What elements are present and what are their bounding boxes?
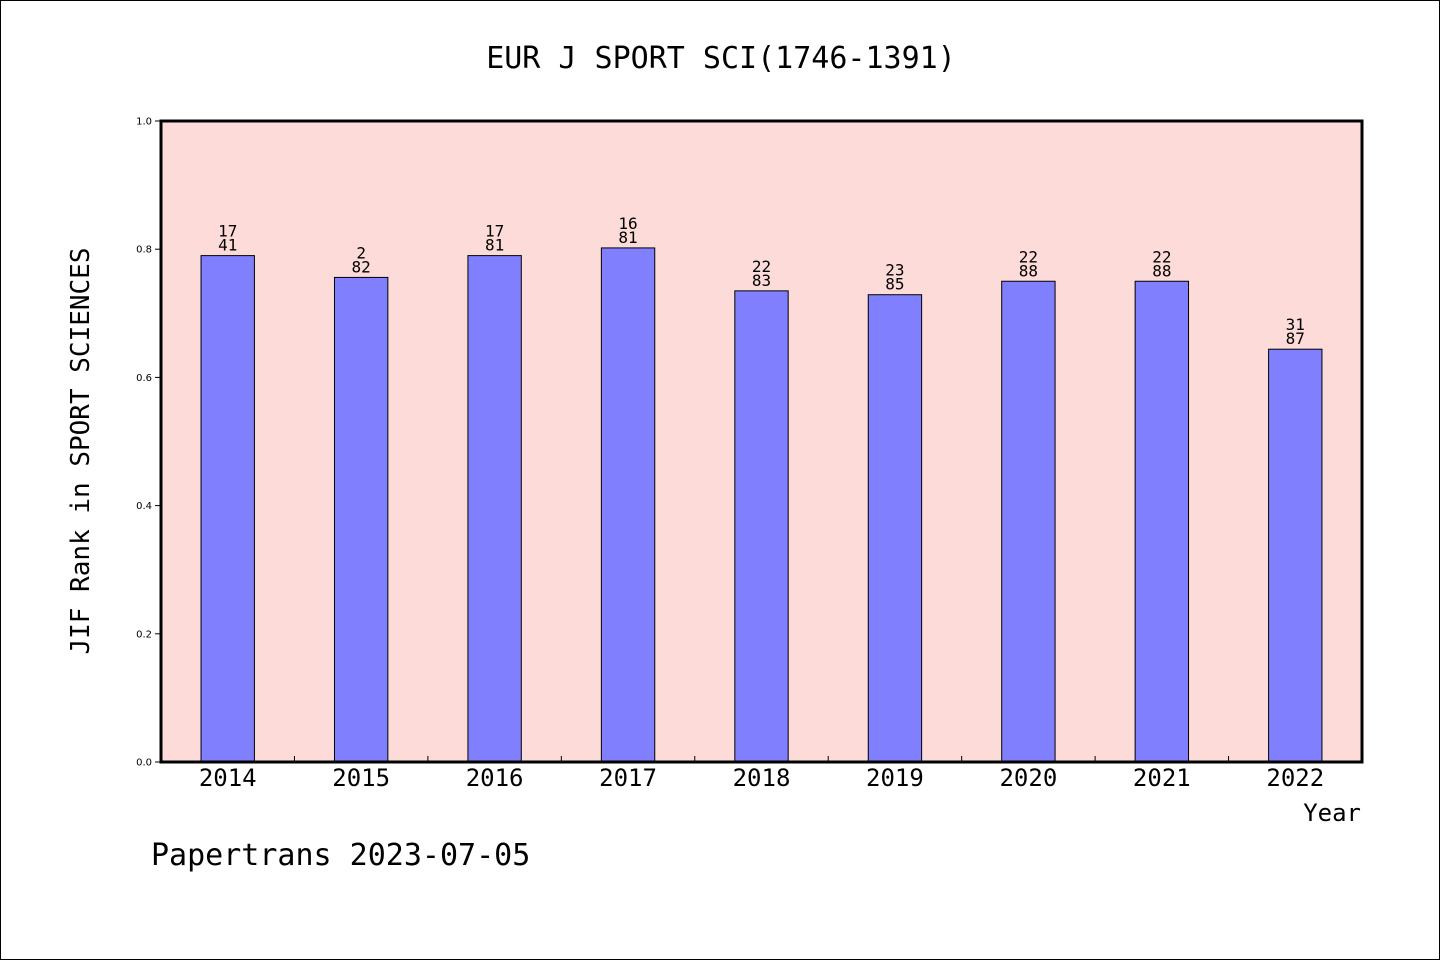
x-tick-label: 2018 [733,764,791,792]
x-tick-label: 2014 [199,764,257,792]
bar-total-label: 88 [1019,261,1038,280]
bar-total-label: 82 [352,257,371,276]
bar [333,276,389,763]
bar [1268,348,1323,763]
y-tick-label: 0.0 [136,758,152,769]
bar-rank-label: 17 [218,222,237,241]
bar [1001,280,1056,763]
bar-rank-label: 2 [356,243,366,262]
plot-area: 0.00.20.40.60.81.01741201428220151781201… [136,117,1364,792]
plot-frame [159,119,1364,764]
bar-total-label: 87 [1286,329,1305,348]
bar-total-label: 88 [1152,261,1171,280]
bar-total-label: 83 [752,271,771,290]
y-tick-label: 0.4 [136,501,152,512]
bar-rank-label: 17 [485,222,504,241]
chart-title: EUR J SPORT SCI(1746-1391) [486,41,956,76]
x-tick-label: 2016 [466,764,524,792]
bar-rank-label: 22 [1152,247,1171,266]
bar-total-label: 81 [485,236,504,255]
bar [600,247,656,763]
x-axis-label: Year [1303,799,1361,827]
bar-rank-label: 22 [1019,247,1038,266]
x-tick-label: 2020 [999,764,1057,792]
bar [200,255,255,763]
bar [867,294,923,763]
bar [1134,280,1190,763]
bar [734,290,789,763]
y-tick-label: 0.2 [136,629,152,640]
bar-rank-label: 23 [885,261,904,280]
bar-total-label: 41 [218,236,237,255]
footer-text: Papertrans 2023-07-05 [151,838,530,873]
bar-rank-label: 16 [618,214,637,233]
y-tick-label: 0.6 [136,373,152,384]
x-tick-label: 2022 [1266,764,1324,792]
y-tick-label: 0.8 [136,245,152,256]
bar-total-label: 81 [618,228,637,247]
bar-rank-label: 31 [1286,315,1305,334]
x-tick-label: 2017 [599,764,657,792]
x-tick-label: 2015 [332,764,390,792]
x-tick-label: 2019 [866,764,924,792]
y-tick-label: 1.0 [136,117,152,128]
bar [467,255,522,763]
x-tick-label: 2021 [1133,764,1191,792]
bar-rank-label: 22 [752,257,771,276]
bar-total-label: 85 [885,275,904,294]
y-axis-label: JIF Rank in SPORT SCIENCES [66,248,96,655]
